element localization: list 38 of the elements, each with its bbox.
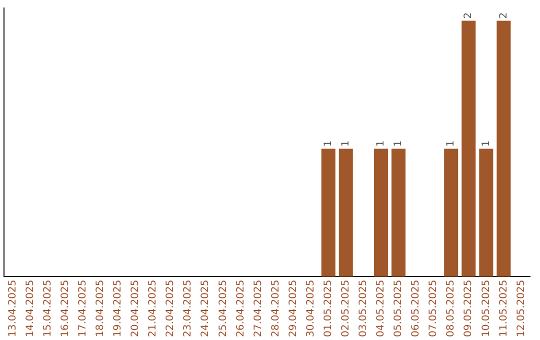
data-label: 1 [340,140,352,147]
x-tick-label: 17.04.2025 [77,280,88,338]
x-tick-label: 18.04.2025 [95,280,106,338]
data-label: 1 [480,140,492,147]
x-tick-label: 06.05.2025 [410,280,422,338]
x-tick-label: 19.04.2025 [112,280,124,338]
x-tick-label: 07.05.2025 [428,280,440,338]
x-tick-label: 16.04.2025 [60,280,71,338]
x-tick-label: 26.04.2025 [235,280,246,338]
x-tick-label: 02.05.2025 [340,280,352,338]
data-label: 1 [393,140,404,147]
x-tick-label: 09.05.2025 [463,280,474,338]
x-tick-label: 25.04.2025 [218,280,229,338]
data-label: 1 [322,140,334,147]
x-tick-label: 27.04.2025 [252,280,264,338]
x-tick-label: 28.04.2025 [270,280,282,338]
x-tick-label: 13.04.2025 [7,280,18,338]
x-tick-label: 24.04.2025 [200,280,212,338]
x-tick-label: 23.04.2025 [182,280,194,338]
x-tick-label: 20.04.2025 [130,280,142,338]
x-tick-label: 30.04.2025 [305,280,316,338]
data-label: 1 [376,140,387,147]
x-tick-label: 14.04.2025 [24,280,36,338]
x-tick-label: 22.04.2025 [165,280,176,338]
x-tick-label: 12.05.2025 [516,280,527,338]
x-tick-label: 08.05.2025 [446,280,457,338]
x-tick-label: 05.05.2025 [393,280,404,338]
x-tick-label: 15.04.2025 [42,280,54,338]
x-tick-label: 29.04.2025 [288,280,299,338]
x-tick-label: 01.05.2025 [322,280,334,338]
x-tick-label: 11.05.2025 [498,280,510,338]
x-tick-label: 21.04.2025 [148,280,159,338]
x-tick-label: 10.05.2025 [480,280,492,338]
x-tick-label: 04.05.2025 [376,280,387,338]
x-tick-label: 03.05.2025 [358,280,370,338]
data-label: 2 [463,12,474,19]
data-label: 2 [498,12,510,19]
data-label: 1 [446,140,457,147]
